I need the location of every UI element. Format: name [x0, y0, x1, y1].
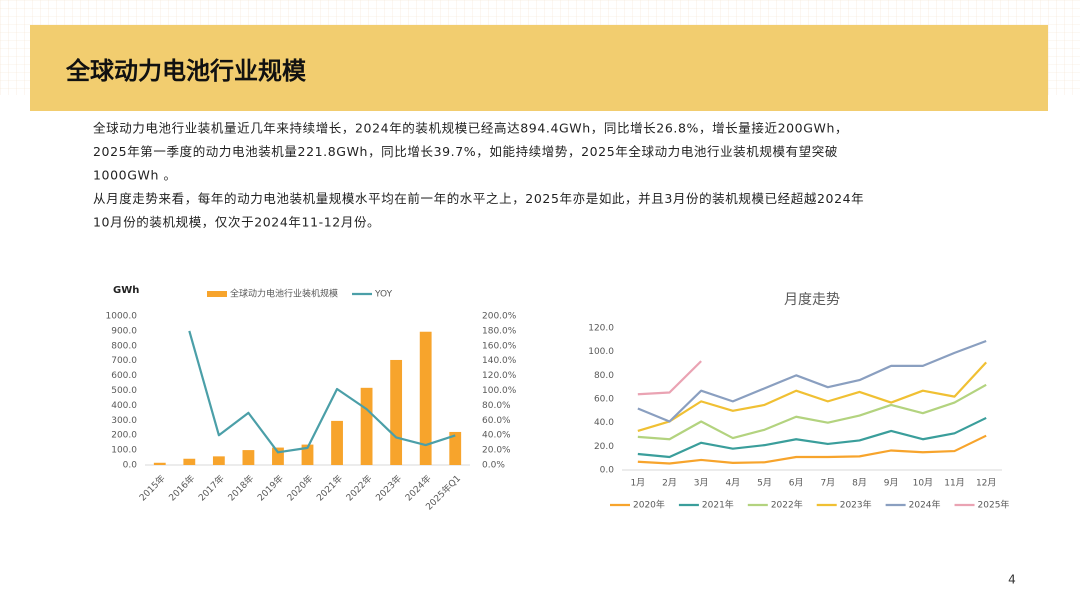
y-tick-label: 300.0 [111, 416, 137, 426]
y2-tick-label: 180.0% [482, 326, 517, 336]
y-tick-label: 200.0 [111, 431, 137, 441]
legend-label: 2023年 [840, 499, 872, 511]
y-tick-label: 80.0 [594, 371, 614, 381]
legend-label: YOY [374, 290, 393, 300]
y-tick-label: 40.0 [594, 418, 614, 428]
y-tick-label: 400.0 [111, 401, 137, 411]
y-tick-label: 0.0 [123, 461, 138, 471]
x-tick-label: 8月 [852, 478, 867, 489]
legend-label: 全球动力电池行业装机规模 [230, 288, 338, 300]
y2-tick-label: 60.0% [482, 416, 511, 426]
y2-tick-label: 120.0% [482, 371, 517, 381]
legend-label: 2024年 [909, 499, 941, 511]
y2-tick-label: 140.0% [482, 356, 517, 366]
bar [419, 331, 432, 465]
y-tick-label: 800.0 [111, 341, 137, 351]
paragraph-line: 全球动力电池行业装机量近几年来持续增长，2024年的装机规模已经高达894.4G… [93, 121, 848, 136]
x-tick-label: 2017年 [196, 472, 227, 503]
y2-tick-label: 200.0% [482, 312, 517, 322]
x-tick-label: 2023年 [373, 472, 404, 503]
y2-tick-label: 100.0% [482, 386, 517, 396]
bar [183, 458, 196, 465]
x-tick-label: 2015年 [137, 472, 168, 503]
x-tick-label: 9月 [884, 478, 899, 489]
bar [449, 431, 462, 465]
legend-label: 2025年 [978, 499, 1010, 511]
x-tick-label: 4月 [725, 478, 740, 489]
y-tick-label: 500.0 [111, 386, 137, 396]
line [188, 330, 456, 454]
y-tick-label: 0.0 [600, 466, 615, 476]
paragraph-line: 2025年第一季度的动力电池装机量221.8GWh，同比增长39.7%，如能持续… [93, 144, 838, 159]
x-tick-label: 5月 [757, 478, 772, 489]
x-tick-label: 6月 [789, 478, 804, 489]
bar [153, 462, 166, 465]
y-tick-label: 900.0 [111, 326, 137, 336]
bar [360, 387, 373, 465]
legend-label: 2022年 [771, 499, 803, 511]
bar [301, 444, 314, 465]
y2-tick-label: 0.0% [482, 461, 505, 471]
x-tick-label: 2018年 [225, 472, 256, 503]
bar [331, 420, 343, 465]
y2-tick-label: 160.0% [482, 341, 517, 351]
y-tick-label: 120.0 [588, 324, 614, 334]
x-tick-label: 2020年 [284, 472, 315, 503]
page-number: 4 [1008, 573, 1016, 587]
y2-tick-label: 40.0% [482, 431, 511, 441]
paragraph-line: 10月份的装机规模，仅次于2024年11-12月份。 [93, 215, 380, 230]
bar [242, 450, 255, 465]
y-tick-label: 100.0 [111, 446, 137, 456]
line [637, 360, 702, 396]
line [637, 383, 987, 441]
x-tick-label: 1月 [630, 478, 645, 489]
x-tick-label: 11月 [944, 478, 964, 489]
y-tick-label: 60.0 [594, 395, 614, 405]
line [637, 339, 987, 423]
y2-tick-label: 80.0% [482, 401, 511, 411]
y-tick-label: 600.0 [111, 371, 137, 381]
x-tick-label: 2021年 [314, 472, 345, 503]
x-tick-label: 2022年 [343, 472, 374, 503]
chart-title: 月度走势 [784, 292, 840, 308]
x-tick-label: 2月 [662, 478, 677, 489]
legend-swatch [207, 291, 227, 297]
x-tick-label: 12月 [976, 478, 996, 489]
y2-tick-label: 20.0% [482, 446, 511, 456]
header-band [30, 25, 1048, 111]
x-tick-label: 2016年 [166, 472, 197, 503]
header-title: 全球动力电池行业规模 [65, 57, 307, 85]
x-tick-label: 7月 [820, 478, 835, 489]
y-tick-label: 700.0 [111, 356, 137, 366]
x-tick-label: 3月 [694, 478, 709, 489]
y-tick-label: 100.0 [588, 347, 614, 357]
line [637, 361, 987, 433]
x-tick-label: 2024年 [403, 472, 434, 503]
y-tick-label: 1000.0 [106, 312, 138, 322]
legend-label: 2021年 [702, 499, 734, 511]
y-tick-label: 20.0 [594, 442, 614, 452]
x-tick-label: 2019年 [255, 472, 286, 503]
bar [390, 359, 403, 465]
x-tick-label: 10月 [913, 478, 933, 489]
bar [272, 447, 284, 465]
line [637, 434, 987, 465]
paragraph-line: 从月度走势来看，每年的动力电池装机量规模水平均在前一年的水平之上，2025年亦是… [93, 191, 864, 206]
paragraph-line: 1000GWh 。 [93, 168, 177, 183]
legend-label: 2020年 [633, 499, 665, 511]
y-axis-label: GWh [113, 285, 139, 296]
line [637, 416, 987, 459]
bar [212, 456, 225, 465]
